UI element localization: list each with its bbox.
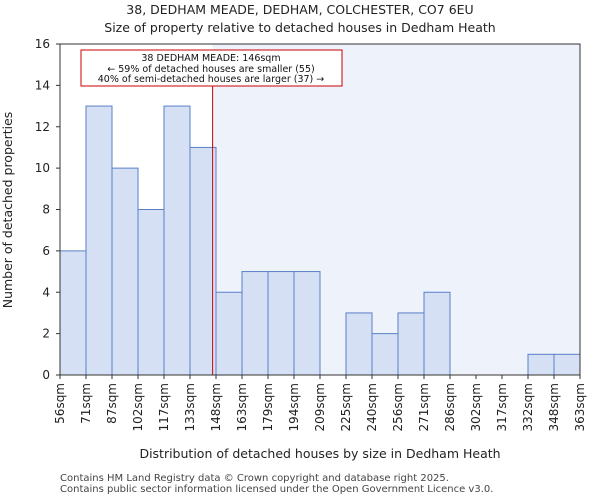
bar-194sqm [293,271,321,376]
x-tick-label-87sqm: 87sqm [105,383,119,424]
x-tick-label-117sqm: 117sqm [157,383,171,431]
x-tick-label-163sqm: 163sqm [235,383,249,431]
x-tick-label-286sqm: 286sqm [443,383,457,431]
footer-line-2: Contains public sector information licen… [60,484,494,495]
x-tick-label-102sqm: 102sqm [131,383,145,431]
x-tick-label-332sqm: 332sqm [521,383,535,431]
y-tick-label-16: 16 [35,37,50,51]
y-tick-label-14: 14 [35,78,50,92]
bar-148sqm [215,291,243,376]
bar-163sqm [241,271,269,376]
x-tick-label-56sqm: 56sqm [53,383,67,424]
chart-title: 38, DEDHAM MEADE, DEDHAM, COLCHESTER, CO… [126,2,473,17]
bar-102sqm [137,209,165,376]
x-tick-label-148sqm: 148sqm [209,383,223,431]
x-tick-label-194sqm: 194sqm [287,383,301,431]
y-tick-label-10: 10 [35,161,50,175]
bar-348sqm [553,353,581,376]
y-tick-label-0: 0 [42,368,50,382]
y-tick-label-6: 6 [42,244,50,258]
bar-240sqm [371,333,399,376]
x-tick-label-71sqm: 71sqm [79,383,93,424]
x-tick-label-209sqm: 209sqm [313,383,327,431]
x-tick-label-271sqm: 271sqm [417,383,431,431]
annotation-line-1: 38 DEDHAM MEADE: 146sqm [141,53,280,64]
y-axis-label: Number of detached properties [0,112,15,309]
bar-271sqm [423,291,451,376]
bar-117sqm [163,105,191,376]
x-axis-label: Distribution of detached houses by size … [139,446,500,461]
x-tick-label-317sqm: 317sqm [495,383,509,431]
bar-56sqm [59,250,87,376]
x-tick-label-363sqm: 363sqm [573,383,587,431]
y-tick-label-8: 8 [42,203,50,217]
x-tick-label-240sqm: 240sqm [365,383,379,431]
x-tick-label-179sqm: 179sqm [261,383,275,431]
x-ticks: 56sqm 71sqm 87sqm 102sqm 117sqm 133sqm 148sqm 1… [53,375,587,431]
y-tick-label-4: 4 [42,285,50,299]
x-tick-label-348sqm: 348sqm [547,383,561,431]
annotation-line-2: ← 59% of detached houses are smaller (55… [107,64,314,75]
bar-87sqm [111,167,139,376]
annotation-line-3: 40% of semi-detached houses are larger (… [98,74,325,85]
chart-subtitle: Size of property relative to detached ho… [104,20,495,35]
footer-line-1: Contains HM Land Registry data © Crown c… [60,473,449,484]
annotation-box [80,49,343,87]
bar-225sqm [345,312,373,376]
bar-256sqm [397,312,425,376]
x-tick-label-302sqm: 302sqm [469,383,483,431]
x-tick-label-133sqm: 133sqm [183,383,197,431]
bars-group [59,105,581,376]
y-ticks: 0 2 4 6 8 10 12 14 16 [35,37,60,382]
y-tick-label-2: 2 [42,327,50,341]
x-tick-label-256sqm: 256sqm [391,383,405,431]
x-tick-label-225sqm: 225sqm [339,383,353,431]
y-tick-label-12: 12 [35,120,50,134]
bar-133sqm [189,146,217,376]
bar-71sqm [85,105,113,376]
bar-332sqm [527,353,555,376]
bar-179sqm [267,271,295,376]
